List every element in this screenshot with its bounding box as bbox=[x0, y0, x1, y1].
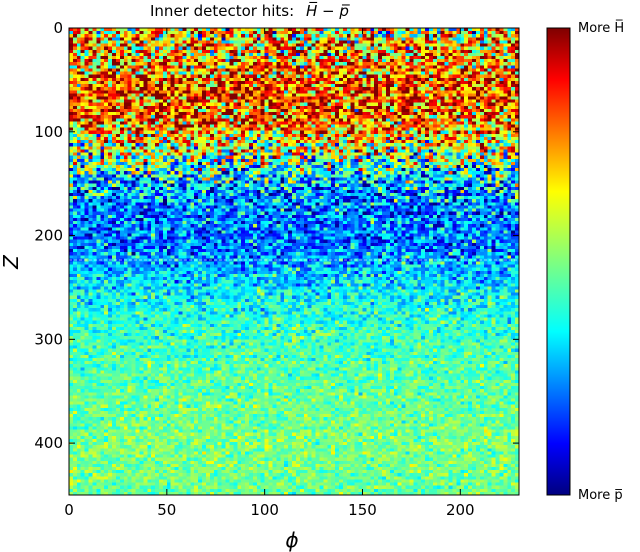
colorbar-top-label: More H̅ bbox=[578, 20, 624, 36]
y-tick-label: 0 bbox=[53, 19, 63, 37]
chart-title: Inner detector hits: bbox=[150, 2, 294, 20]
x-tick-label: 0 bbox=[64, 501, 74, 519]
x-tick-label: 100 bbox=[250, 501, 279, 519]
y-axis-label: Z bbox=[0, 254, 23, 270]
plot-frame bbox=[68, 27, 520, 496]
heatmap-plot-area bbox=[68, 27, 520, 496]
colorbar-gradient bbox=[546, 27, 571, 496]
y-tick-label: 300 bbox=[34, 330, 63, 348]
y-tick-label: 100 bbox=[34, 123, 63, 141]
x-tick-label: 150 bbox=[348, 501, 377, 519]
heatmap-cells bbox=[69, 28, 519, 495]
x-tick-label: 50 bbox=[157, 501, 176, 519]
y-tick-label: 200 bbox=[34, 227, 63, 245]
y-tick-label: 400 bbox=[34, 434, 63, 452]
y-axis: 0 100 200 300 400 bbox=[34, 19, 519, 452]
x-axis: 0 50 100 150 200 bbox=[64, 28, 475, 519]
x-axis-label: ϕ bbox=[285, 528, 298, 552]
colorbar-bottom-label: More p̅ bbox=[578, 488, 623, 503]
x-tick-label: 200 bbox=[446, 501, 475, 519]
colorbar: More H̅ More p̅ bbox=[546, 20, 624, 503]
chart-title-math: H̅ − p̅ bbox=[306, 1, 351, 20]
